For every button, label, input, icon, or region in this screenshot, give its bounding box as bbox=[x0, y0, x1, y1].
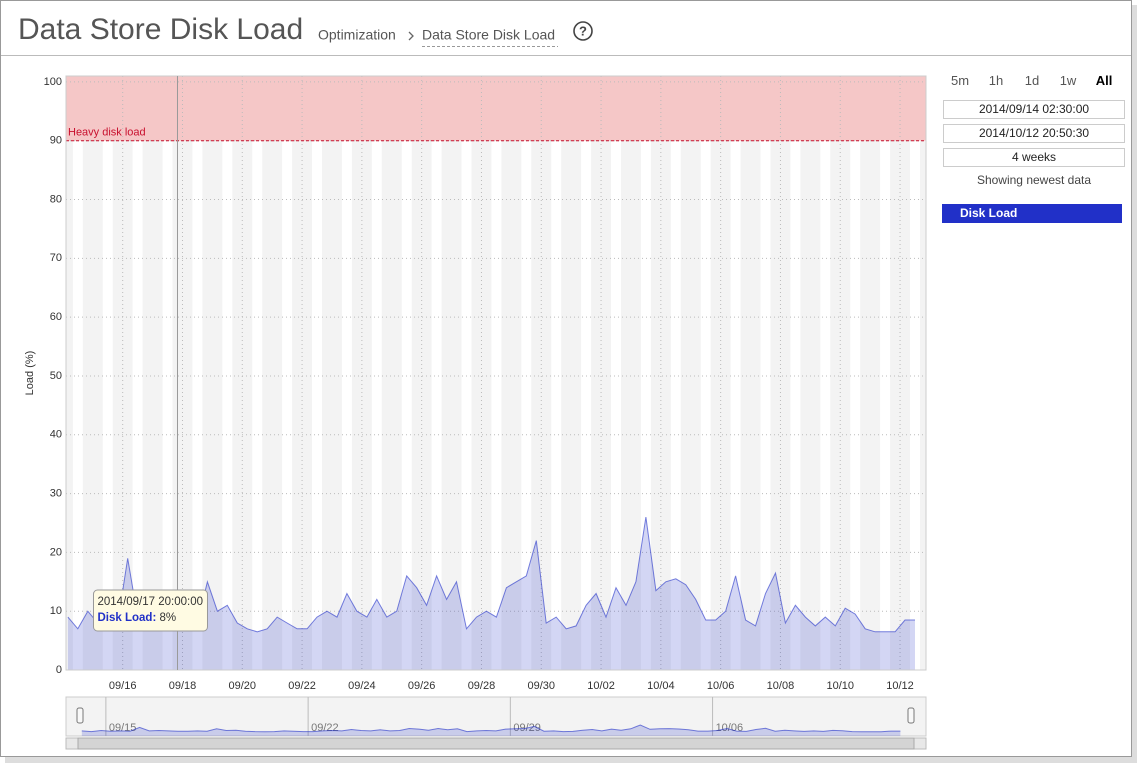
day-stripe bbox=[910, 76, 920, 670]
series-area bbox=[67, 517, 915, 670]
range-button[interactable]: 1d bbox=[1024, 73, 1040, 88]
y-tick-label: 80 bbox=[50, 193, 62, 205]
series-line bbox=[81, 724, 901, 733]
day-stripe bbox=[491, 76, 502, 670]
breadcrumb[interactable]: Optimization bbox=[318, 27, 396, 43]
x-tick-label: 10/10 bbox=[826, 680, 854, 692]
day-stripe bbox=[640, 76, 651, 670]
range-span[interactable]: 4 weeks bbox=[943, 148, 1125, 167]
tooltip-box bbox=[92, 589, 208, 632]
breadcrumb-chevron bbox=[408, 31, 414, 41]
day-stripe bbox=[162, 76, 173, 670]
breadcrumb-current: Data Store Disk Load bbox=[422, 27, 555, 43]
threshold-label: Heavy disk load bbox=[68, 127, 146, 139]
help-icon-text[interactable]: ? bbox=[579, 23, 587, 38]
tooltip-time: 2014/09/17 20:00:00 bbox=[97, 596, 203, 608]
page-title: Data Store Disk Load bbox=[18, 13, 303, 46]
range-button[interactable]: 5m bbox=[950, 73, 970, 88]
day-stripe bbox=[401, 76, 412, 670]
status-text: Showing newest data bbox=[976, 173, 1092, 187]
day-stripe bbox=[700, 76, 711, 670]
x-tick-label: 10/08 bbox=[767, 680, 795, 692]
day-stripe bbox=[312, 76, 323, 670]
x-tick-label: 10/06 bbox=[707, 680, 735, 692]
day-stripe bbox=[222, 76, 233, 670]
day-stripe bbox=[461, 76, 472, 670]
y-tick-label: 90 bbox=[50, 135, 62, 147]
x-tick-label: 09/30 bbox=[527, 680, 555, 692]
day-stripe bbox=[760, 76, 771, 670]
day-stripe bbox=[102, 76, 113, 670]
y-axis-label: Load (%) bbox=[24, 351, 36, 396]
navigator-handle[interactable] bbox=[907, 707, 915, 724]
day-stripe bbox=[521, 76, 532, 670]
y-tick-label: 70 bbox=[50, 252, 62, 264]
day-stripe bbox=[611, 76, 621, 670]
navigator-handle[interactable] bbox=[76, 707, 84, 724]
day-stripe bbox=[551, 76, 562, 670]
day-stripe bbox=[132, 76, 143, 670]
y-tick-label: 0 bbox=[56, 664, 62, 676]
y-tick-label: 60 bbox=[50, 311, 62, 323]
series-line bbox=[67, 517, 915, 633]
scrollbar-thumb[interactable] bbox=[77, 737, 915, 750]
x-tick-label: 09/28 bbox=[468, 680, 496, 692]
x-tick-label: 09/22 bbox=[288, 680, 316, 692]
y-tick-label: 40 bbox=[50, 429, 62, 441]
x-tick-label: 09/24 bbox=[348, 680, 376, 692]
range-button[interactable]: 1w bbox=[1059, 73, 1077, 88]
day-stripe bbox=[431, 76, 442, 670]
y-tick-label: 20 bbox=[50, 546, 62, 558]
tooltip-value: 8% bbox=[159, 612, 176, 624]
range-end[interactable]: 2014/10/12 20:50:30 bbox=[943, 124, 1125, 143]
day-stripe bbox=[850, 76, 861, 670]
day-stripe bbox=[341, 76, 352, 670]
x-tick-label: 09/20 bbox=[229, 680, 257, 692]
x-tick-label: 09/26 bbox=[408, 680, 436, 692]
x-tick-label: 10/12 bbox=[886, 680, 914, 692]
y-tick-label: 10 bbox=[50, 605, 62, 617]
x-tick-label: 10/04 bbox=[647, 680, 675, 692]
day-stripe bbox=[252, 76, 263, 670]
plot-border bbox=[65, 75, 927, 671]
day-stripe bbox=[581, 76, 592, 670]
threshold-band bbox=[66, 76, 926, 141]
day-stripe bbox=[192, 76, 203, 670]
day-stripe bbox=[730, 76, 741, 670]
day-stripe bbox=[820, 76, 831, 670]
y-tick-label: 30 bbox=[50, 487, 62, 499]
day-stripe bbox=[880, 76, 891, 670]
range-button[interactable]: 1h bbox=[988, 73, 1004, 88]
y-tick-label: 50 bbox=[50, 370, 62, 382]
navigator-background bbox=[65, 696, 927, 737]
x-tick-label: 10/02 bbox=[587, 680, 615, 692]
help-icon[interactable] bbox=[573, 21, 593, 41]
x-tick-label: 09/18 bbox=[169, 680, 197, 692]
day-stripe bbox=[790, 76, 801, 670]
range-button[interactable]: All bbox=[1095, 73, 1113, 88]
tooltip-series: Disk Load: bbox=[97, 612, 156, 624]
series-area bbox=[81, 725, 901, 736]
x-tick-label: 09/16 bbox=[109, 680, 137, 692]
range-start[interactable]: 2014/09/14 02:30:00 bbox=[943, 100, 1125, 119]
legend-item[interactable]: Disk Load bbox=[942, 204, 1122, 223]
day-stripe bbox=[670, 76, 681, 670]
y-tick-label: 100 bbox=[44, 76, 62, 88]
day-stripe bbox=[282, 76, 293, 670]
day-stripe bbox=[72, 76, 83, 670]
day-stripe bbox=[371, 76, 382, 670]
